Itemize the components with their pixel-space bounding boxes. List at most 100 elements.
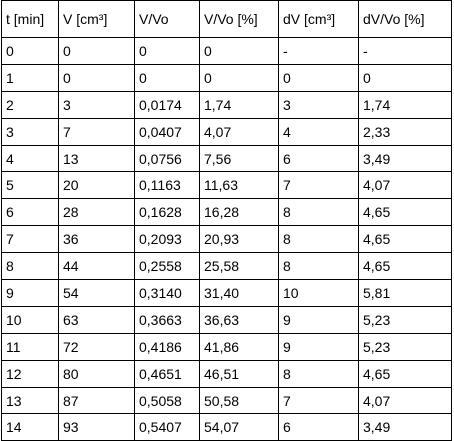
table-cell: 31,40 <box>199 279 279 307</box>
table-cell: 0,1163 <box>134 171 200 200</box>
table-cell: 44 <box>58 252 135 281</box>
table-row: 11 72 0,4186 41,86 9 5,23 <box>1 332 452 361</box>
table-cell: 0 <box>58 63 135 92</box>
table-cell: 4,07 <box>199 117 279 146</box>
table-cell: 0,1628 <box>134 198 200 227</box>
table-cell: 2,33 <box>358 117 452 146</box>
table-cell: 1,74 <box>358 90 452 119</box>
table-cell: 46,51 <box>199 359 279 388</box>
table-cell: 6 <box>278 144 359 173</box>
table-cell: 0 <box>278 63 359 92</box>
table-cell: - <box>278 37 359 65</box>
table-row: 10 63 0,3663 36,63 9 5,23 <box>1 305 452 334</box>
table-cell: 0,3140 <box>134 279 200 307</box>
table-cell: 7 <box>1 225 59 254</box>
table-cell: 54,07 <box>199 413 279 441</box>
table-cell: 13 <box>1 386 59 415</box>
table-cell: 4 <box>278 117 359 146</box>
table-cell: 0 <box>134 37 200 65</box>
table-cell: 20,93 <box>199 225 279 254</box>
table-cell: 8 <box>278 359 359 388</box>
table-cell: 0 <box>1 37 59 65</box>
table-cell: - <box>358 37 452 65</box>
table-cell: 0,3663 <box>134 305 200 334</box>
table-row: 2 3 0,0174 1,74 3 1,74 <box>1 90 452 119</box>
table-row: 3 7 0,0407 4,07 4 2,33 <box>1 117 452 146</box>
table-row: 12 80 0,4651 46,51 8 4,65 <box>1 359 452 388</box>
table-cell: 0,5058 <box>134 386 200 415</box>
table-cell: 50,58 <box>199 386 279 415</box>
table-cell: 4,65 <box>358 198 452 227</box>
table-cell: 9 <box>278 332 359 361</box>
table-body: 0 0 0 0- -1 0 0 0 0 0 2 3 0,0174 1,74 3 1,74 3 7 0,0407 4,0… <box>1 37 452 441</box>
header-cell: dV/Vo [%] <box>358 0 452 38</box>
table-cell: 0,4186 <box>134 332 200 361</box>
table-row: 8 44 0,2558 25,58 8 4,65 <box>1 252 452 281</box>
table-cell: 20 <box>58 171 135 200</box>
table-cell: 6 <box>278 413 359 441</box>
table-cell: 1 <box>1 63 59 92</box>
header-cell: V/Vo <box>134 0 200 38</box>
table-cell: 7 <box>278 171 359 200</box>
table-cell: 4,65 <box>358 359 452 388</box>
table-cell: 4,65 <box>358 252 452 281</box>
table-cell: 0,2558 <box>134 252 200 281</box>
table-cell: 80 <box>58 359 135 388</box>
table-cell: 25,58 <box>199 252 279 281</box>
header-cell: V [cm³] <box>58 0 135 38</box>
table-cell: 5,23 <box>358 305 452 334</box>
table-cell: 7,56 <box>199 144 279 173</box>
table-cell: 63 <box>58 305 135 334</box>
table-cell: 0 <box>199 63 279 92</box>
table-cell: 93 <box>58 413 135 441</box>
table-row: 5 20 0,1163 11,63 7 4,07 <box>1 171 452 200</box>
table-cell: 9 <box>1 279 59 307</box>
table-row: 13 87 0,5058 50,58 7 4,07 <box>1 386 452 415</box>
table-cell: 0 <box>199 37 279 65</box>
table-cell: 36 <box>58 225 135 254</box>
header-cell: V/Vo [%] <box>199 0 279 38</box>
table-cell: 7 <box>58 117 135 146</box>
table-cell: 3 <box>58 90 135 119</box>
table-cell: 54 <box>58 279 135 307</box>
table-cell: 10 <box>1 305 59 334</box>
table-cell: 8 <box>278 198 359 227</box>
table-cell: 5,23 <box>358 332 452 361</box>
table-cell: 0 <box>358 63 452 92</box>
table-cell: 8 <box>278 252 359 281</box>
header-cell: dV [cm³] <box>278 0 359 38</box>
table-cell: 41,86 <box>199 332 279 361</box>
table-cell: 12 <box>1 359 59 388</box>
table-cell: 10 <box>278 279 359 307</box>
table-cell: 4,07 <box>358 171 452 200</box>
table-cell: 36,63 <box>199 305 279 334</box>
header-row: t [min] V [cm³] V/Vo V/Vo [%] dV [cm³] dV/Vo … <box>1 0 452 38</box>
table-cell: 4,65 <box>358 225 452 254</box>
table-cell: 0,0407 <box>134 117 200 146</box>
header-cell: t [min] <box>1 0 59 38</box>
table-row: 9 54 0,3140 31,40 10 5,81 <box>1 279 452 307</box>
table-row: 4 13 0,0756 7,56 6 3,49 <box>1 144 452 173</box>
table-cell: 5,81 <box>358 279 452 307</box>
table-cell: 4,07 <box>358 386 452 415</box>
table-cell: 8 <box>278 225 359 254</box>
table-cell: 11,63 <box>199 171 279 200</box>
table-cell: 0,2093 <box>134 225 200 254</box>
table-cell: 16,28 <box>199 198 279 227</box>
table-cell: 3,49 <box>358 413 452 441</box>
table-cell: 87 <box>58 386 135 415</box>
table-cell: 0,0756 <box>134 144 200 173</box>
table-cell: 3,49 <box>358 144 452 173</box>
table-cell: 0,4651 <box>134 359 200 388</box>
table-cell: 5 <box>1 171 59 200</box>
table-cell: 14 <box>1 413 59 441</box>
table-cell: 0,5407 <box>134 413 200 441</box>
table-cell: 0 <box>58 37 135 65</box>
table-cell: 6 <box>1 198 59 227</box>
table-cell: 72 <box>58 332 135 361</box>
table-cell: 13 <box>58 144 135 173</box>
